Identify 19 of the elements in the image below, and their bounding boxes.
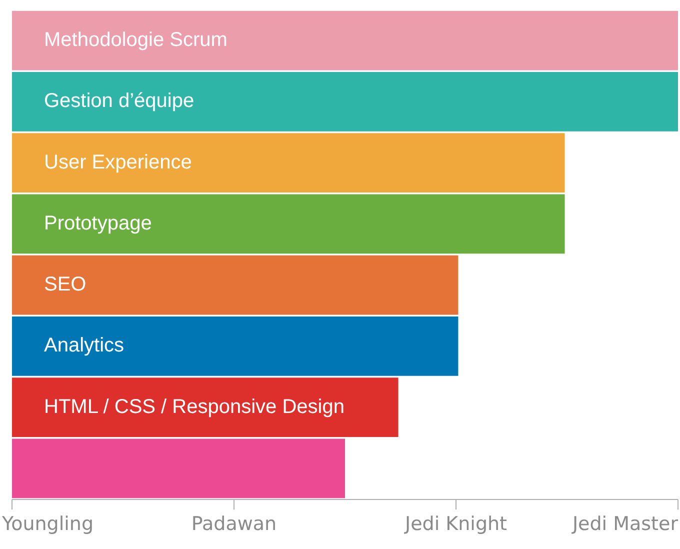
text: Padawan (191, 512, 277, 535)
bar (12, 72, 678, 132)
text: Jedi Knight (404, 512, 508, 535)
bar (12, 194, 565, 254)
text: Youngling (1, 512, 94, 535)
bar (12, 133, 565, 192)
y-tick-label: Methodologie Scrum (44, 29, 228, 52)
bar (12, 378, 398, 437)
y-tick-label: User Experience (44, 151, 192, 174)
y-tick-label: Analytics (44, 334, 124, 357)
bar (12, 255, 458, 315)
y-tick-label: HTML / CSS / Responsive Design (44, 396, 344, 418)
bar (12, 10, 678, 70)
y-tick-label: Prototypage (44, 212, 152, 234)
y-tick-label: SEO (44, 274, 86, 296)
text: Jedi Master (571, 512, 678, 535)
y-tick-label: Gestion d’équipe (44, 90, 194, 112)
bar (12, 438, 345, 498)
bar (12, 316, 458, 376)
